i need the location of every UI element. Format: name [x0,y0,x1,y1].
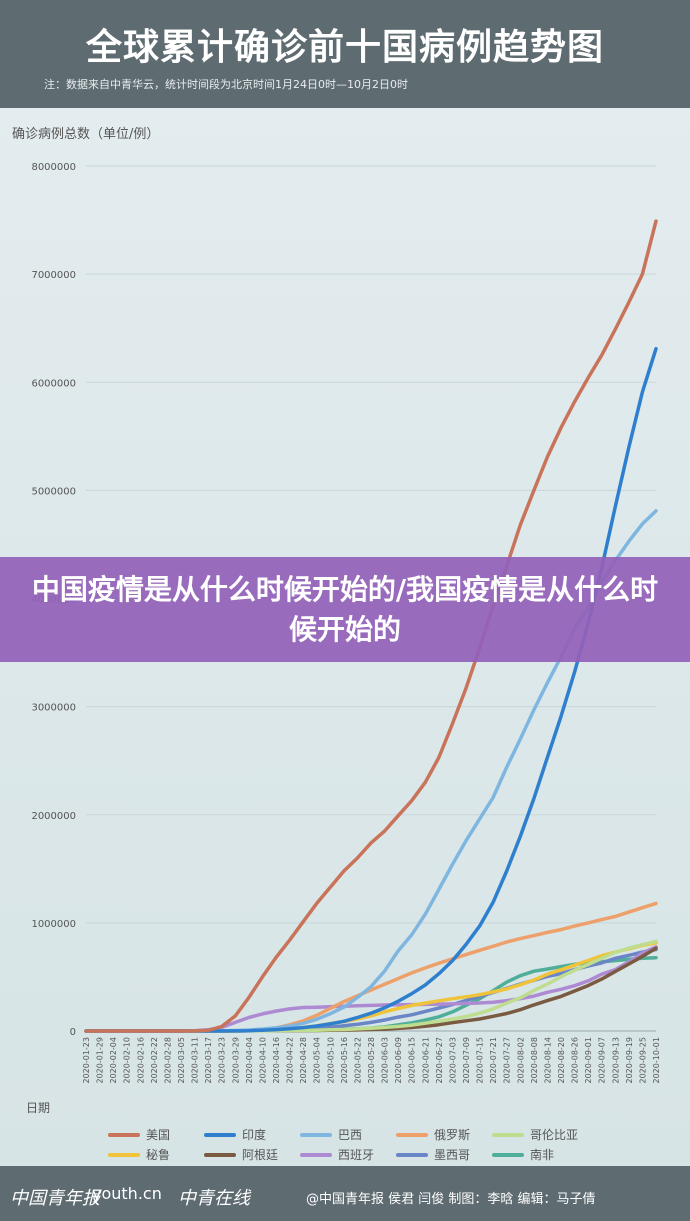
x-tick-label: 2020-03-29 [231,1037,240,1084]
x-tick-label: 2020-06-15 [408,1037,417,1084]
x-tick-label: 2020-03-17 [204,1037,213,1084]
x-tick-label: 2020-09-13 [611,1037,620,1084]
y-axis-label: 确诊病例总数（单位/例） [12,127,159,142]
x-tick-label: 2020-02-16 [136,1037,145,1084]
x-tick-label: 2020-03-05 [177,1037,186,1084]
legend-item: 俄罗斯 [396,1128,470,1142]
x-axis-label: 日期 [26,1101,50,1115]
x-tick-label: 2020-01-29 [96,1037,105,1084]
x-tick-label: 2020-09-07 [598,1037,607,1084]
x-tick-label: 2020-10-01 [652,1037,661,1084]
x-tick-label: 2020-09-25 [638,1037,647,1084]
x-tick-label: 2020-08-08 [530,1037,539,1084]
x-tick-label: 2020-09-19 [625,1037,634,1084]
x-tick-label: 2020-04-22 [286,1037,295,1084]
legend-item: 印度 [204,1127,266,1142]
x-tick-label: 2020-08-02 [516,1037,525,1084]
legend-label: 巴西 [338,1128,362,1142]
x-tick-label: 2020-07-03 [448,1037,457,1084]
logo-youth: youth.cn [92,1184,162,1203]
legend-item: 巴西 [300,1128,362,1142]
legend-item: 美国 [108,1128,170,1142]
y-tick-label: 8000000 [31,162,76,173]
banner-headline[interactable]: 中国疫情是从什么时候开始的/我国疫情是从什么时候开始的 [31,572,659,646]
x-tick-label: 2020-09-01 [584,1037,593,1084]
x-tick-label: 2020-04-10 [258,1037,267,1084]
legend-label: 俄罗斯 [434,1128,470,1142]
legend-label: 哥伦比亚 [530,1127,578,1142]
data-source-note: 注：数据来自中青华云，统计时间段为北京时间1月24日0时—10月2日0时 [44,78,408,91]
x-tick-label: 2020-02-22 [150,1037,159,1084]
x-tick-label: 2020-02-04 [109,1037,118,1084]
series-line [84,219,658,1033]
overlay-banner[interactable]: 中国疫情是从什么时候开始的/我国疫情是从什么时候开始的 [0,557,690,662]
y-tick-label: 7000000 [31,270,76,281]
x-tick-label: 2020-05-04 [313,1037,322,1084]
x-tick-label: 2020-03-11 [191,1037,200,1084]
x-tick-label: 2020-08-20 [557,1037,566,1084]
y-tick-label: 3000000 [31,703,76,714]
x-tick-label: 2020-05-28 [367,1037,376,1084]
x-tick-label: 2020-06-27 [435,1037,444,1084]
y-tick-label: 0 [70,1027,76,1038]
credit-line: @中国青年报 侯君 闫俊 制图：李晗 编辑：马子倩 [306,1192,596,1207]
y-tick-label: 1000000 [31,919,76,930]
y-tick-label: 5000000 [31,486,76,497]
x-tick-label: 2020-05-22 [353,1037,362,1084]
y-tick-label: 2000000 [31,811,76,822]
x-tick-label: 2020-07-27 [503,1037,512,1084]
x-tick-label: 2020-06-03 [381,1037,390,1084]
x-tick-label: 2020-05-16 [340,1037,349,1084]
legend-label: 阿根廷 [242,1148,278,1162]
legend-item: 哥伦比亚 [492,1127,578,1142]
x-tick-label: 2020-08-26 [571,1037,580,1084]
x-tick-label: 2020-04-16 [272,1037,281,1084]
legend-label: 印度 [242,1127,266,1142]
x-tick-label: 2020-06-21 [421,1037,430,1084]
x-tick-label: 2020-04-28 [299,1037,308,1084]
x-tick-label: 2020-03-23 [218,1037,227,1084]
x-tick-label: 2020-02-10 [123,1037,132,1084]
x-tick-label: 2020-04-04 [245,1037,254,1084]
logo-cyol: 中国青年报 [10,1188,100,1209]
logo-zqzx: 中青在线 [178,1188,250,1209]
x-tick-label: 2020-05-10 [326,1037,335,1084]
footer: 中国青年报 youth.cn 中青在线 @中国青年报 侯君 闫俊 制图：李晗 编… [0,1166,690,1221]
legend-item: 墨西哥 [396,1148,470,1162]
legend-label: 美国 [146,1128,170,1142]
y-tick-label: 6000000 [31,378,76,389]
legend-label: 南非 [530,1147,554,1162]
legend-label: 秘鲁 [146,1148,170,1162]
legend-item: 南非 [492,1147,554,1162]
legend-item: 西班牙 [300,1148,374,1162]
series-lines [84,219,658,1033]
x-axis: 2020-01-23 2020-01-29 2020-02-04 2020-02-10… [82,1030,661,1084]
x-tick-label: 2020-06-09 [394,1037,403,1084]
x-tick-label: 2020-08-14 [543,1037,552,1084]
x-tick-label: 2020-07-15 [476,1037,485,1084]
x-tick-label: 2020-07-21 [489,1037,498,1084]
legend-label: 西班牙 [338,1148,374,1162]
chart-title: 全球累计确诊前十国病例趋势图 [85,27,604,68]
x-tick-label: 2020-02-28 [163,1037,172,1084]
legend-label: 墨西哥 [434,1148,470,1162]
legend-item: 阿根廷 [204,1148,278,1162]
x-tick-label: 2020-01-23 [82,1037,91,1084]
legend-item: 秘鲁 [108,1148,170,1162]
x-tick-label: 2020-07-09 [462,1037,471,1084]
header: 全球累计确诊前十国病例趋势图 注：数据来自中青华云，统计时间段为北京时间1月24… [0,0,690,108]
